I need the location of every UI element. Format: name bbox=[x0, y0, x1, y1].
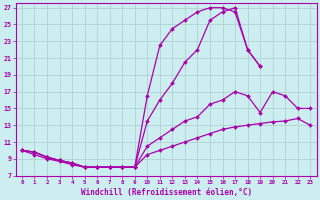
X-axis label: Windchill (Refroidissement éolien,°C): Windchill (Refroidissement éolien,°C) bbox=[81, 188, 252, 197]
